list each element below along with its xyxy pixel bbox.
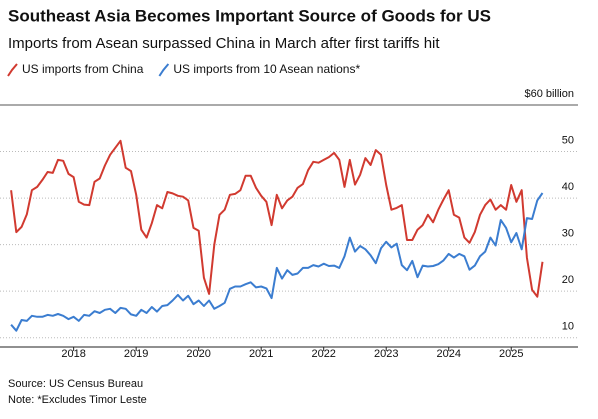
y-tick-label: 10	[562, 321, 574, 333]
x-tick-label: 2018	[61, 348, 85, 360]
x-tick-label: 2025	[499, 348, 523, 360]
legend-label: US imports from 10 Asean nations*	[173, 62, 360, 76]
legend-swatch	[7, 63, 18, 77]
legend-swatch	[158, 63, 170, 77]
chart-subtitle: Imports from Asean surpassed China in Ma…	[8, 35, 440, 52]
y-tick-label: 50	[562, 134, 574, 146]
series-line	[10, 192, 544, 332]
series-line	[10, 139, 544, 298]
chart-title: Southeast Asia Becomes Important Source …	[8, 6, 491, 25]
y-tick-label: $60 billion	[524, 88, 574, 100]
x-tick-label: 2020	[186, 348, 210, 360]
y-tick-label: 20	[562, 274, 574, 286]
x-tick-label: 2019	[124, 348, 148, 360]
note: Note: *Excludes Timor Leste	[8, 394, 147, 406]
y-tick-label: 40	[562, 181, 574, 193]
y-tick-label: 30	[562, 228, 574, 240]
x-tick-label: 2021	[249, 348, 273, 360]
x-tick-label: 2024	[436, 348, 460, 360]
x-tick-label: 2023	[374, 348, 398, 360]
legend-label: US imports from China	[22, 62, 144, 76]
x-tick-label: 2022	[311, 348, 335, 360]
source: Source: US Census Bureau	[8, 378, 143, 390]
